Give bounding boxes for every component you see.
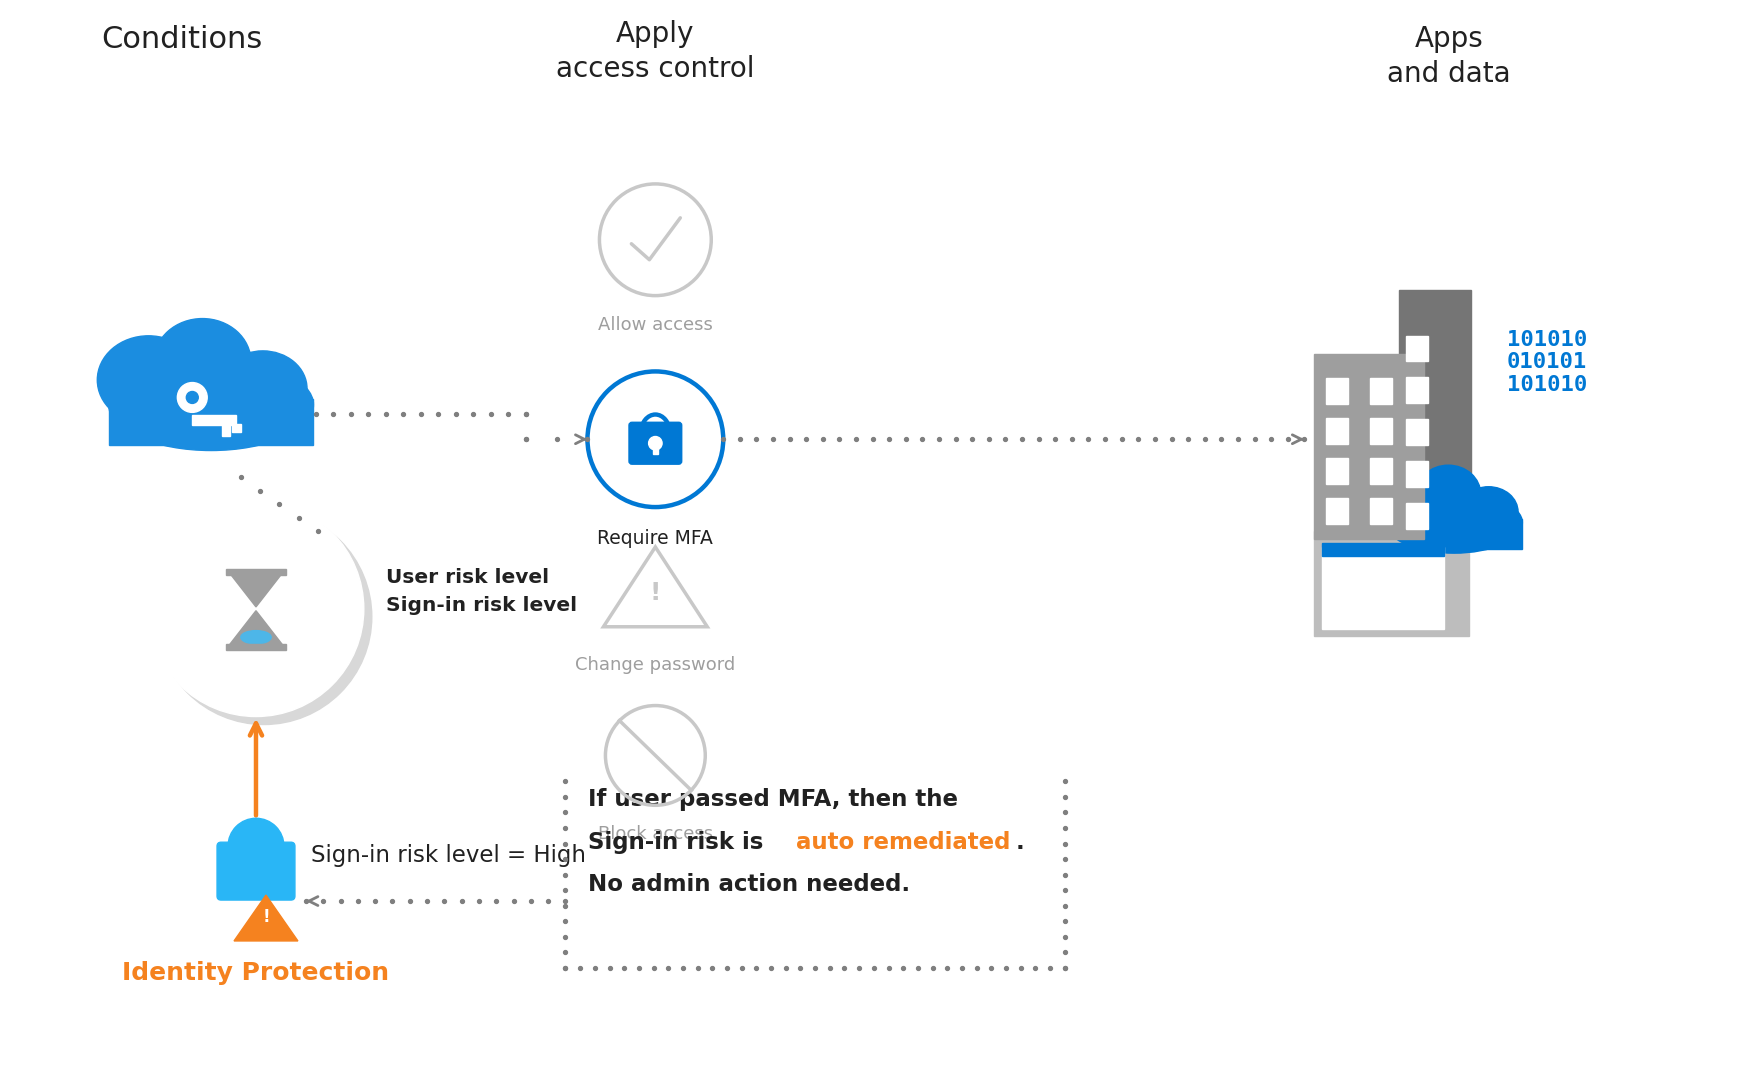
Ellipse shape (154, 319, 251, 405)
FancyBboxPatch shape (1326, 378, 1349, 404)
Ellipse shape (109, 359, 314, 450)
Circle shape (228, 818, 284, 874)
Text: No admin action needed.: No admin action needed. (589, 873, 911, 896)
Circle shape (186, 392, 198, 404)
Circle shape (177, 382, 207, 412)
Circle shape (149, 502, 364, 716)
FancyBboxPatch shape (1400, 290, 1472, 545)
FancyBboxPatch shape (217, 842, 294, 900)
Text: !: ! (650, 581, 661, 605)
Text: Block access: Block access (597, 825, 713, 843)
FancyBboxPatch shape (1323, 547, 1444, 628)
Ellipse shape (1379, 477, 1447, 536)
FancyBboxPatch shape (226, 644, 286, 650)
Text: auto remediated: auto remediated (795, 831, 1011, 854)
FancyBboxPatch shape (223, 425, 230, 436)
FancyBboxPatch shape (1370, 498, 1393, 524)
FancyBboxPatch shape (1314, 531, 1470, 636)
FancyBboxPatch shape (1370, 418, 1393, 445)
Polygon shape (230, 611, 282, 644)
FancyBboxPatch shape (1326, 498, 1349, 524)
Text: Identity Protection: Identity Protection (123, 961, 389, 985)
Text: !: ! (263, 908, 270, 926)
Polygon shape (230, 572, 282, 607)
FancyBboxPatch shape (1323, 543, 1444, 556)
FancyBboxPatch shape (233, 424, 240, 432)
Text: Allow access: Allow access (597, 316, 713, 334)
Text: Change password: Change password (575, 656, 736, 673)
Polygon shape (235, 895, 298, 941)
FancyBboxPatch shape (1370, 459, 1393, 484)
FancyBboxPatch shape (1370, 378, 1393, 404)
Text: Sign-in risk is: Sign-in risk is (589, 831, 773, 854)
Ellipse shape (1416, 465, 1480, 523)
Ellipse shape (1459, 487, 1517, 537)
Circle shape (648, 436, 662, 450)
Ellipse shape (1386, 492, 1522, 553)
FancyBboxPatch shape (1326, 418, 1349, 445)
Text: User risk level
Sign-in risk level: User risk level Sign-in risk level (385, 568, 576, 615)
Text: 101010
010101
101010: 101010 010101 101010 (1507, 330, 1587, 395)
FancyBboxPatch shape (653, 444, 659, 454)
Ellipse shape (240, 630, 272, 644)
Text: .: . (1016, 831, 1025, 854)
Text: If user passed MFA, then the: If user passed MFA, then the (589, 788, 958, 811)
FancyBboxPatch shape (1314, 354, 1424, 539)
FancyBboxPatch shape (1386, 519, 1522, 549)
FancyBboxPatch shape (1407, 335, 1428, 362)
Text: Require MFA: Require MFA (597, 529, 713, 548)
FancyBboxPatch shape (1407, 461, 1428, 488)
Ellipse shape (219, 351, 307, 426)
FancyBboxPatch shape (109, 400, 314, 445)
Text: Sign-in risk level = High: Sign-in risk level = High (310, 844, 585, 867)
FancyBboxPatch shape (226, 569, 286, 575)
Text: Apps
and data: Apps and data (1388, 26, 1510, 88)
FancyBboxPatch shape (1407, 419, 1428, 446)
Text: Conditions: Conditions (102, 26, 263, 55)
FancyBboxPatch shape (193, 416, 237, 425)
FancyBboxPatch shape (1326, 459, 1349, 484)
FancyBboxPatch shape (629, 422, 682, 464)
FancyBboxPatch shape (1407, 503, 1428, 529)
Ellipse shape (98, 336, 200, 424)
Circle shape (156, 509, 371, 725)
FancyBboxPatch shape (1407, 377, 1428, 404)
Text: Apply
access control: Apply access control (555, 20, 755, 83)
